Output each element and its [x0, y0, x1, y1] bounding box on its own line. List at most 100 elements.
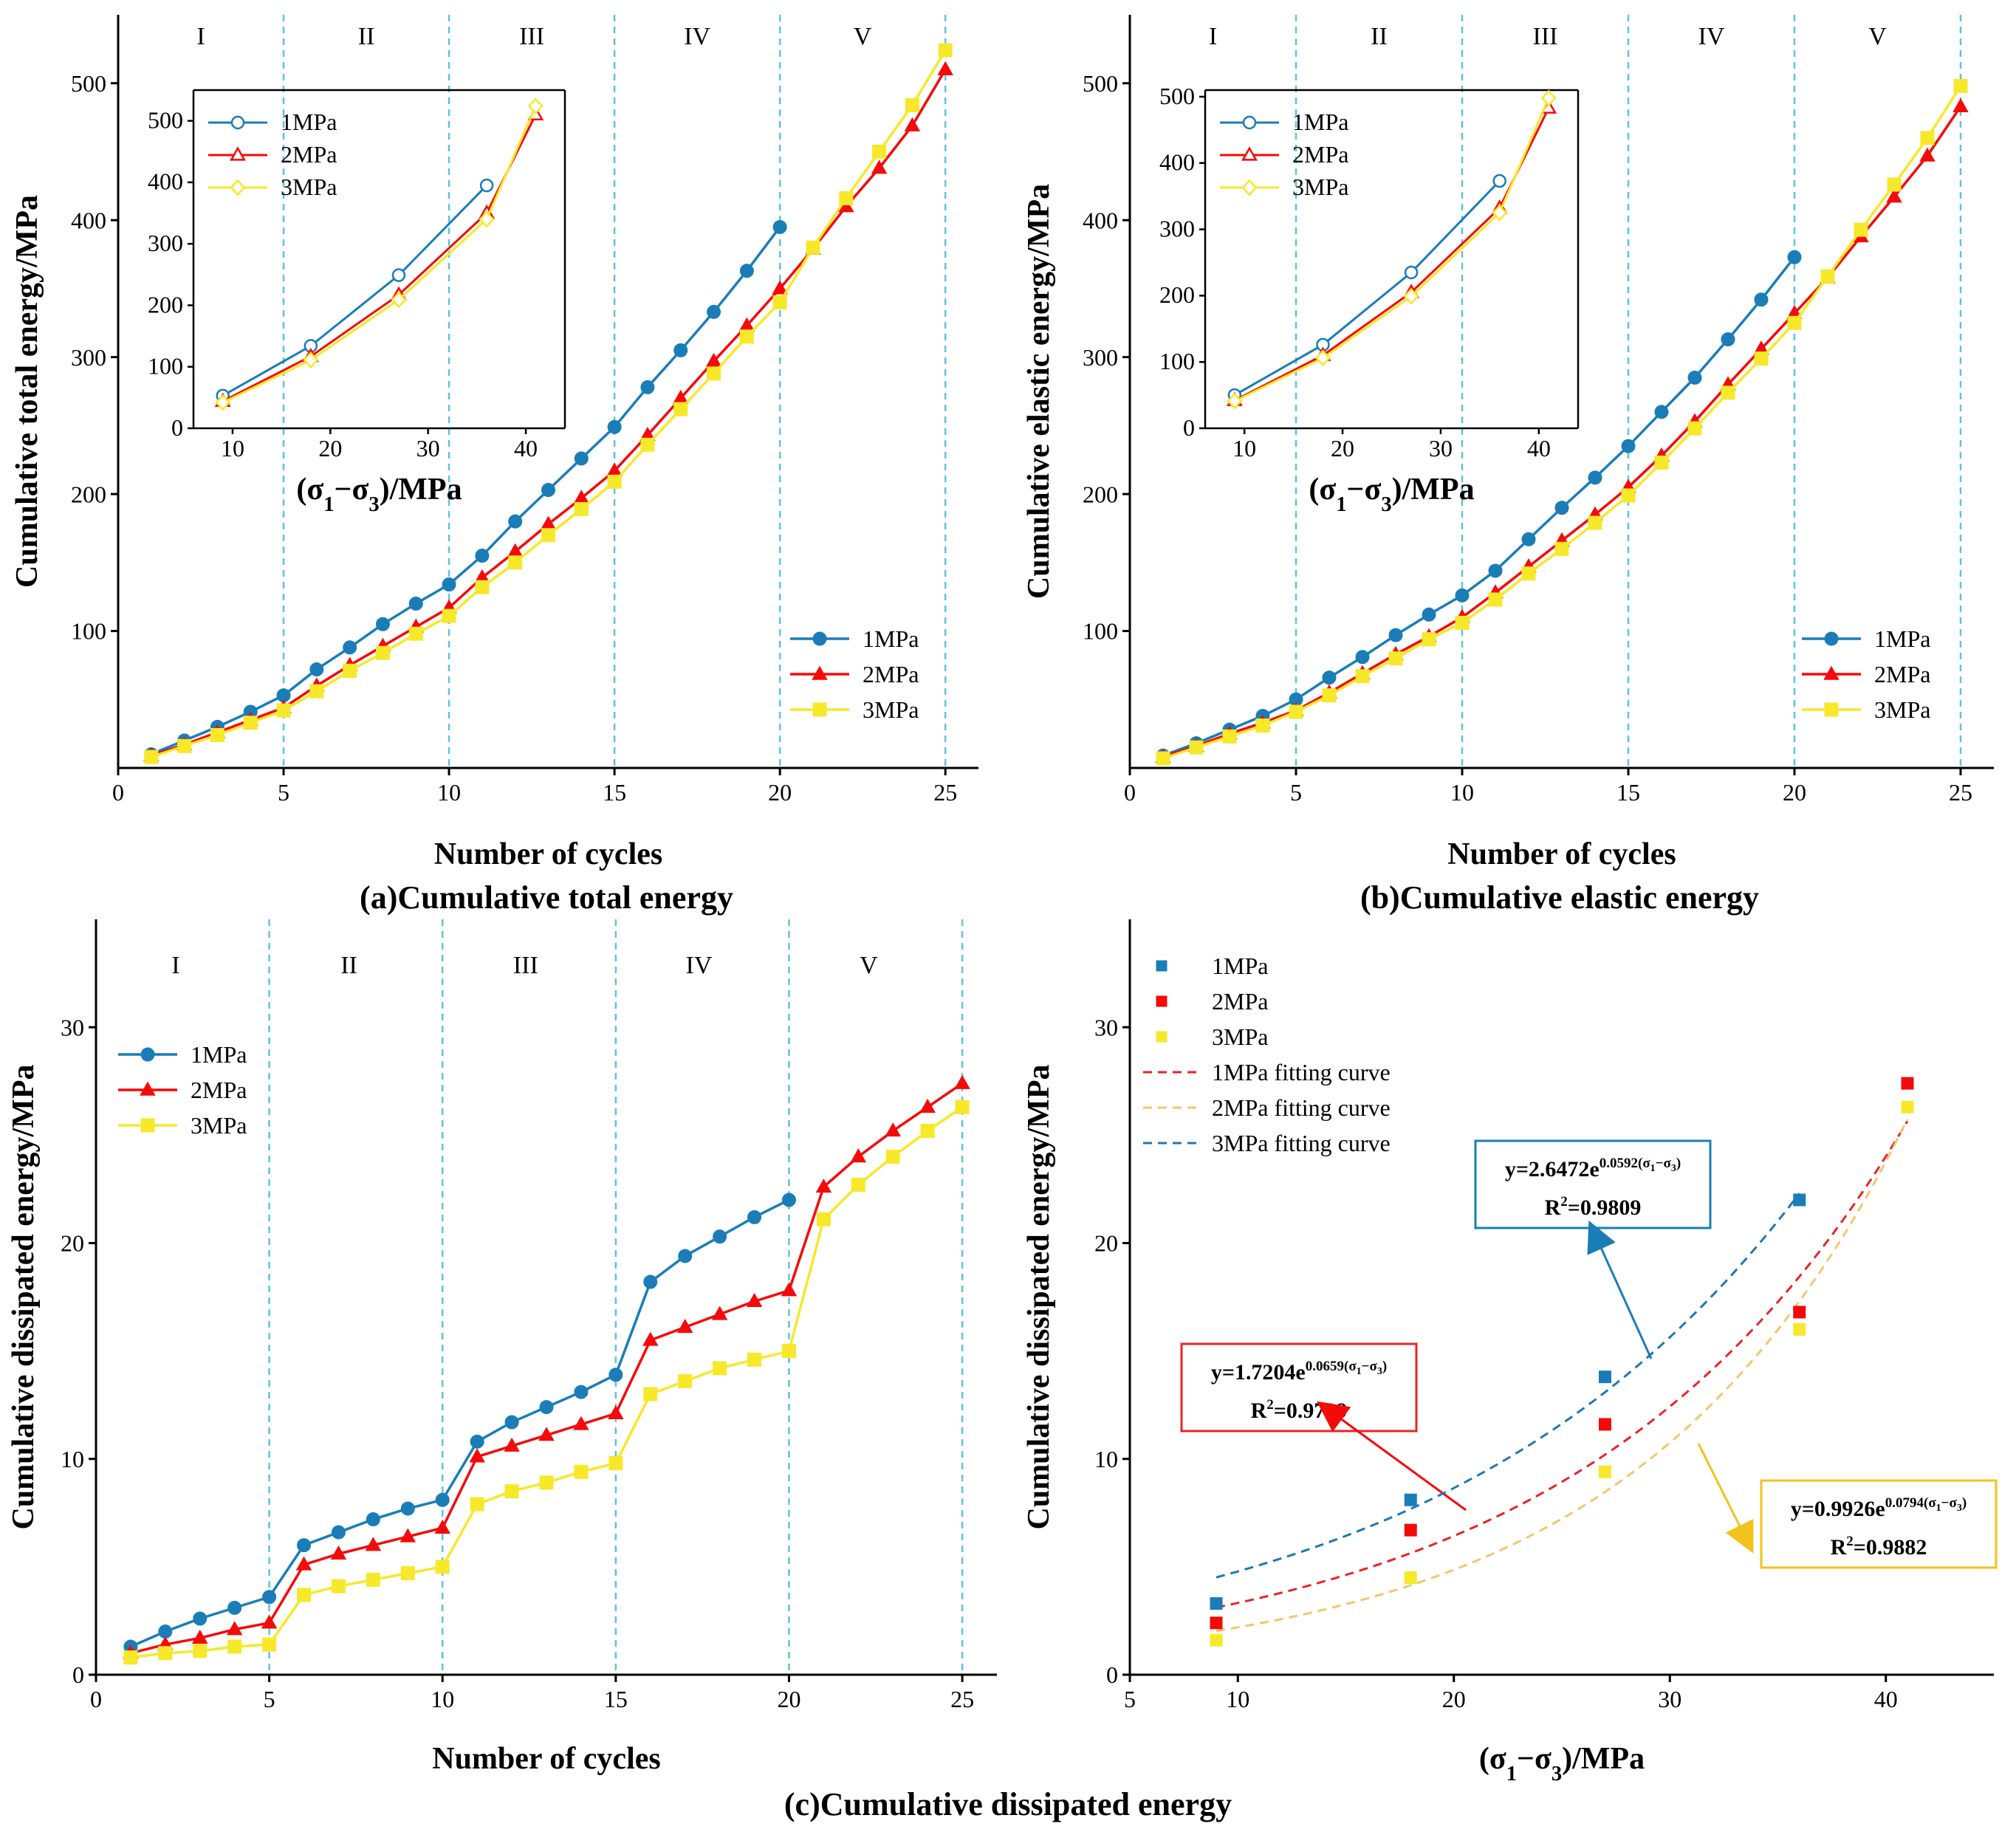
data-point-1MPa [309, 662, 324, 676]
data-point-1MPa [1687, 370, 1702, 385]
data-point-3MPa [435, 1560, 450, 1574]
data-point-2MPa [676, 1319, 693, 1334]
data-point-3MPa [541, 528, 555, 543]
data-point-1MPa [1355, 650, 1370, 665]
series-line-1MPa [1162, 256, 1796, 757]
scatter-point-3MPa [1793, 1322, 1806, 1336]
legend-label-3MPa: 3MPa [1212, 1023, 1268, 1050]
data-point-2MPa [538, 1427, 555, 1441]
legend-label-3MPa fitting curve: 3MPa fitting curve [1212, 1130, 1391, 1156]
data-point-3MPa [608, 1456, 623, 1471]
data-point-3MPa [276, 703, 291, 718]
legend-label-1MPa: 1MPa [1874, 625, 1930, 652]
data-point-2MPa [885, 1122, 901, 1137]
scatter-point-2MPa [1793, 1306, 1806, 1319]
legend-marker-3MPa [1824, 702, 1839, 717]
inset-a-y-tick-label: 500 [148, 106, 183, 133]
panel-d-x-tick-label: 20 [1442, 1686, 1466, 1712]
data-point-3MPa [885, 1150, 900, 1164]
panel-a-y-tick-label: 100 [71, 618, 106, 645]
y-axis-label: Cumulative total energy/MPa [10, 195, 44, 588]
data-point-1MPa [739, 264, 754, 278]
data-point-3MPa [574, 501, 589, 516]
inset-point-1MPa [479, 178, 494, 193]
legend-label-2MPa: 2MPa [191, 1077, 247, 1103]
data-point-1MPa [772, 219, 787, 234]
panel-d-y-tick-label: 20 [1094, 1230, 1118, 1257]
data-point-3MPa [400, 1566, 415, 1581]
data-point-3MPa [1554, 541, 1569, 556]
legend-label-1MPa: 1MPa [863, 625, 919, 652]
data-point-3MPa [643, 1387, 658, 1402]
equation-1mpa: y=2.6472e0.0592(σ1−σ3) [1505, 1156, 1681, 1181]
data-point-3MPa [747, 1352, 762, 1367]
data-point-1MPa [227, 1600, 242, 1615]
data-point-3MPa [1488, 592, 1503, 607]
legend-label-3MPa: 3MPa [1874, 696, 1930, 723]
data-point-3MPa [158, 1646, 173, 1661]
inset-x-axis-label: (σ1−σ3)/MPa [296, 473, 462, 516]
data-point-3MPa [806, 240, 820, 255]
scatter-point-2MPa [1901, 1077, 1914, 1090]
legend-label-1MPa: 1MPa [1212, 953, 1268, 979]
inset-a-x-tick-label: 20 [318, 435, 342, 462]
data-point-2MPa [937, 61, 953, 75]
series-line-3MPa [151, 49, 947, 758]
inset-b-x-tick-label: 10 [1232, 435, 1256, 462]
inset-point-1MPa [1404, 265, 1419, 280]
inset-a-y-tick-label: 300 [148, 230, 183, 256]
data-point-2MPa [365, 1537, 382, 1551]
phase-label: I [1209, 23, 1217, 50]
data-point-1MPa [673, 343, 688, 357]
data-point-3MPa [1289, 704, 1303, 719]
panel-b-x-tick-label: 0 [1124, 779, 1136, 806]
data-point-3MPa [366, 1572, 380, 1587]
inset-line-3MPa [222, 106, 537, 404]
panel-c-x-tick-label: 10 [431, 1686, 454, 1712]
data-point-3MPa [504, 1484, 519, 1499]
scatter-point-3MPa [1404, 1571, 1417, 1584]
data-point-3MPa [1820, 269, 1835, 284]
inset-line-2MPa [222, 114, 537, 402]
panel-b-y-tick-label: 100 [1083, 618, 1118, 645]
data-point-2MPa [871, 159, 888, 174]
data-point-1MPa [1654, 405, 1669, 419]
data-point-3MPa [243, 716, 258, 730]
inset-b-x-tick-label: 40 [1527, 435, 1551, 462]
inset-legend-label-1MPa: 1MPa [1292, 109, 1348, 135]
data-point-3MPa [781, 1344, 796, 1359]
inset-legend-label-2MPa: 2MPa [1292, 141, 1348, 168]
data-point-3MPa [1621, 488, 1636, 503]
data-point-2MPa [850, 1148, 867, 1163]
series-line-1MPa [151, 226, 781, 756]
phase-label: IV [686, 952, 713, 979]
legend-label-2MPa: 2MPa [1212, 988, 1268, 1015]
panel-b-x-tick-label: 5 [1290, 779, 1302, 806]
data-point-2MPa [904, 117, 921, 131]
data-point-3MPa [1189, 740, 1204, 755]
panel-a-x-tick-label: 0 [112, 779, 124, 806]
panel-c-x-tick-label: 25 [950, 1686, 974, 1712]
scatter-point-3MPa [1210, 1633, 1223, 1647]
data-point-3MPa [955, 1099, 970, 1114]
legend-marker-2MPa [1156, 995, 1168, 1007]
phase-label: II [1371, 23, 1388, 50]
inset-line-1MPa [222, 185, 488, 397]
data-point-2MPa [781, 1282, 798, 1297]
data-point-2MPa [1952, 97, 1969, 112]
inset-legend-marker-3MPa [230, 179, 246, 196]
data-point-3MPa [920, 1123, 935, 1138]
panel-b-x-tick-label: 10 [1450, 779, 1474, 806]
legend-label-2MPa fitting curve: 2MPa fitting curve [1212, 1094, 1391, 1121]
scatter-point-2MPa [1404, 1523, 1417, 1537]
inset-b-x-tick-label: 20 [1331, 435, 1354, 462]
data-point-3MPa [1455, 615, 1470, 630]
data-point-3MPa [1953, 78, 1968, 93]
data-point-1MPa [640, 380, 655, 394]
data-point-3MPa [1687, 421, 1702, 436]
data-point-3MPa [227, 1639, 242, 1654]
data-point-3MPa [470, 1497, 484, 1512]
panel-d-y-tick-label: 0 [1106, 1661, 1118, 1688]
phase-label: II [340, 952, 357, 979]
